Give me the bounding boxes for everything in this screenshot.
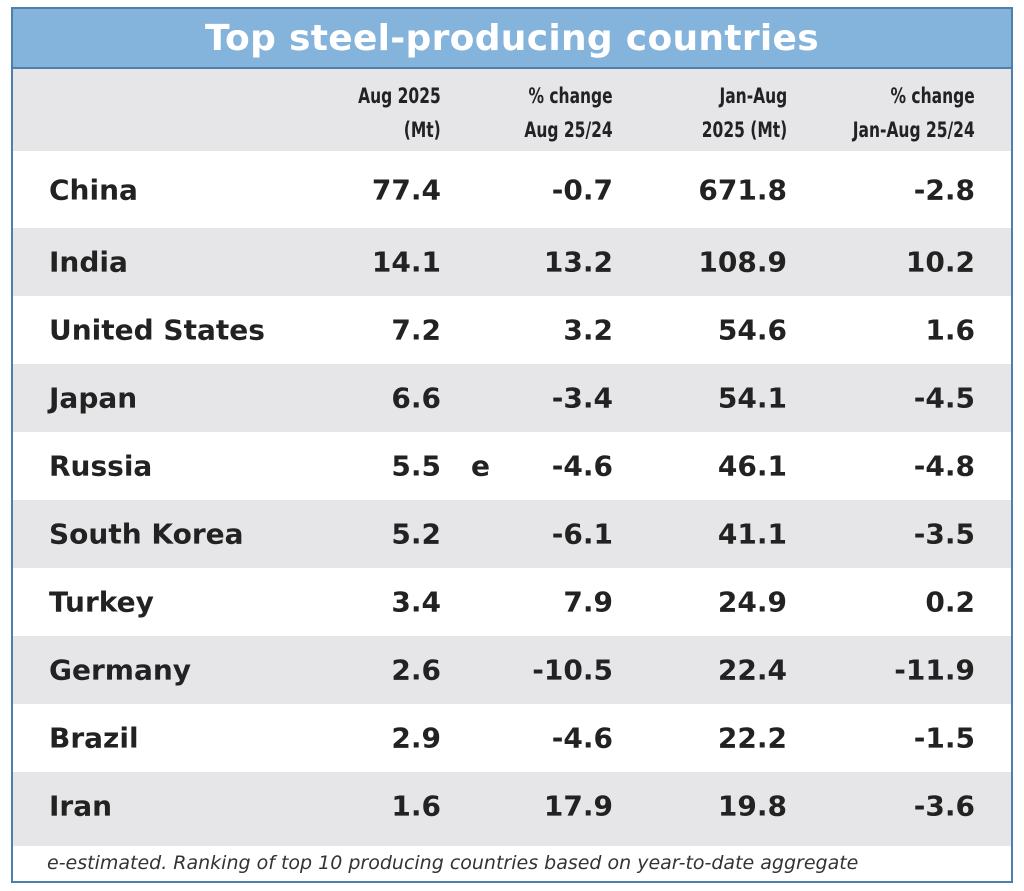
aug-change-value: -10.5 bbox=[532, 653, 613, 687]
table-header: Aug 2025 (Mt) % change Aug 25/24 Jan-Aug 20… bbox=[13, 69, 1011, 151]
ytd-value: 671.8 bbox=[698, 173, 787, 206]
ytd-value: 54.1 bbox=[717, 381, 787, 415]
ytd-value: 54.6 bbox=[717, 313, 787, 347]
ytd-value: 46.1 bbox=[717, 449, 787, 483]
country-name: Turkey bbox=[49, 585, 154, 619]
country-name: Iran bbox=[49, 789, 113, 823]
aug-change-value: 3.2 bbox=[563, 313, 613, 347]
header-aug-change: % change Aug 25/24 bbox=[524, 84, 613, 142]
country-name: United States bbox=[49, 313, 265, 347]
aug-change-value: -0.7 bbox=[551, 173, 613, 206]
table-row: United States 7.2 3.2 54.6 1.6 bbox=[13, 296, 1011, 364]
table-row: India 14.1 13.2 108.9 10.2 bbox=[13, 228, 1011, 296]
country-name: China bbox=[49, 173, 138, 206]
aug-change-value: 17.9 bbox=[543, 789, 613, 823]
aug-2025-value: 2.9 bbox=[391, 721, 441, 755]
table-title: Top steel-producing countries bbox=[204, 17, 819, 59]
table-row: Germany 2.6 -10.5 22.4 -11.9 bbox=[13, 636, 1011, 704]
country-name: Japan bbox=[49, 381, 138, 415]
aug-change-value: 13.2 bbox=[543, 245, 613, 279]
aug-2025-value: 1.6 bbox=[391, 789, 441, 823]
table-row: South Korea 5.2 -6.1 41.1 -3.5 bbox=[13, 500, 1011, 568]
aug-2025-value: 6.6 bbox=[391, 381, 441, 415]
ytd-change-value: -11.9 bbox=[894, 653, 975, 687]
ytd-change-value: -4.5 bbox=[913, 381, 975, 415]
ytd-change-value: -3.5 bbox=[913, 517, 975, 551]
aug-change-value: -4.6 bbox=[551, 449, 613, 483]
country-name: Brazil bbox=[49, 721, 139, 755]
aug-2025-value: 5.2 bbox=[391, 517, 441, 551]
estimate-flag: e bbox=[471, 449, 490, 483]
header-ytd-change: % change Jan-Aug 25/24 bbox=[853, 84, 975, 142]
aug-2025-value: 7.2 bbox=[391, 313, 441, 347]
ytd-change-value: -1.5 bbox=[913, 721, 975, 755]
ytd-change-value: -3.6 bbox=[913, 789, 975, 823]
steel-table: Top steel-producing countries Aug 2025 (M… bbox=[11, 7, 1013, 883]
ytd-value: 19.8 bbox=[717, 789, 787, 823]
table-title-bar: Top steel-producing countries bbox=[13, 9, 1011, 69]
aug-2025-value: 3.4 bbox=[391, 585, 441, 619]
country-name: Russia bbox=[49, 449, 153, 483]
ytd-change-value: 10.2 bbox=[905, 245, 975, 279]
ytd-value: 22.4 bbox=[717, 653, 787, 687]
table-row: Iran 1.6 17.9 19.8 -3.6 bbox=[13, 772, 1011, 840]
table-row: Turkey 3.4 7.9 24.9 0.2 bbox=[13, 568, 1011, 636]
header-aug-2025: Aug 2025 (Mt) bbox=[358, 84, 441, 142]
ytd-value: 108.9 bbox=[698, 245, 787, 279]
aug-2025-value: 2.6 bbox=[391, 653, 441, 687]
country-name: South Korea bbox=[49, 517, 244, 551]
table-body: China 77.4 -0.7 671.8 -2.8 India 14.1 13.2 108.9… bbox=[13, 151, 1011, 840]
table-row: Japan 6.6 -3.4 54.1 -4.5 bbox=[13, 364, 1011, 432]
aug-2025-value: 5.5 bbox=[391, 449, 441, 483]
country-name: Germany bbox=[49, 653, 192, 687]
table-row: Brazil 2.9 -4.6 22.2 -1.5 bbox=[13, 704, 1011, 772]
ytd-value: 22.2 bbox=[717, 721, 787, 755]
aug-change-value: 7.9 bbox=[563, 585, 613, 619]
ytd-change-value: -4.8 bbox=[913, 449, 975, 483]
ytd-change-value: 1.6 bbox=[925, 313, 975, 347]
table-row: China 77.4 -0.7 671.8 -2.8 bbox=[13, 151, 1011, 228]
aug-change-value: -3.4 bbox=[551, 381, 613, 415]
footnote-text: e-estimated. Ranking of top 10 producing… bbox=[47, 852, 859, 874]
ytd-change-value: 0.2 bbox=[925, 585, 975, 619]
aug-change-value: -6.1 bbox=[551, 517, 613, 551]
ytd-value: 24.9 bbox=[717, 585, 787, 619]
ytd-value: 41.1 bbox=[717, 517, 787, 551]
aug-change-value: -4.6 bbox=[551, 721, 613, 755]
table-row: Russia 5.5 -4.6 46.1 -4.8 e bbox=[13, 432, 1011, 500]
header-ytd: Jan-Aug 2025 (Mt) bbox=[701, 84, 787, 142]
footnote: e-estimated. Ranking of top 10 producing… bbox=[13, 846, 1011, 881]
country-name: India bbox=[49, 245, 128, 279]
ytd-change-value: -2.8 bbox=[913, 173, 975, 206]
aug-2025-value: 14.1 bbox=[371, 245, 441, 279]
aug-2025-value: 77.4 bbox=[371, 173, 441, 206]
